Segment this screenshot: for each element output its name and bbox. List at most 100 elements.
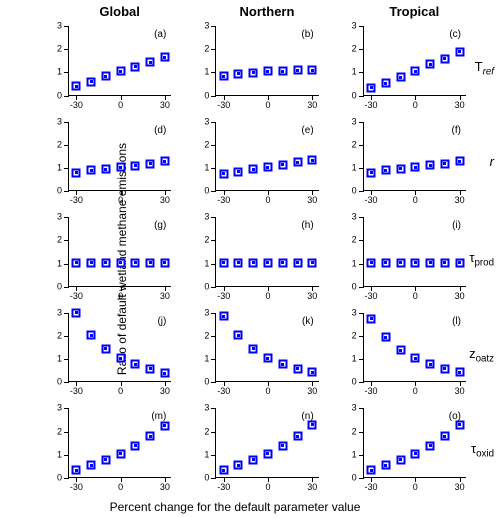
- data-marker: [101, 72, 110, 81]
- y-tick: [359, 264, 364, 265]
- x-tick-label: 30: [160, 483, 170, 492]
- y-tick-label: 0: [352, 91, 357, 100]
- data-marker-center: [458, 371, 461, 374]
- data-marker: [160, 421, 169, 430]
- data-marker-center: [252, 261, 255, 264]
- y-tick: [359, 359, 364, 360]
- data-marker: [411, 354, 420, 363]
- data-marker: [146, 364, 155, 373]
- data-marker: [160, 53, 169, 62]
- y-tick-label: 0: [57, 378, 62, 387]
- data-marker: [72, 168, 81, 177]
- data-marker: [411, 67, 420, 76]
- x-tick-label: 30: [307, 387, 317, 396]
- data-marker-center: [149, 367, 152, 370]
- data-marker: [219, 466, 228, 475]
- data-marker-center: [296, 161, 299, 164]
- y-tick: [359, 408, 364, 409]
- x-tick-label: -30: [217, 483, 230, 492]
- y-tick-label: 3: [57, 404, 62, 413]
- y-tick: [64, 168, 69, 169]
- y-tick: [211, 455, 216, 456]
- data-marker-center: [222, 75, 225, 78]
- data-marker: [293, 66, 302, 75]
- data-marker-center: [149, 261, 152, 264]
- data-marker: [131, 161, 140, 170]
- y-tick-label: 2: [204, 140, 209, 149]
- x-tick-label: 30: [307, 483, 317, 492]
- data-marker-center: [237, 170, 240, 173]
- data-marker-center: [222, 315, 225, 318]
- axes: 0123-30030(g): [68, 217, 171, 287]
- data-marker: [87, 258, 96, 267]
- x-tick-label: -30: [365, 196, 378, 205]
- data-marker: [455, 368, 464, 377]
- data-marker: [131, 360, 140, 369]
- y-tick: [211, 26, 216, 27]
- data-marker: [440, 258, 449, 267]
- data-marker-center: [90, 334, 93, 337]
- row-label: Tref: [475, 59, 494, 78]
- y-tick-label: 2: [57, 331, 62, 340]
- data-marker-center: [163, 372, 166, 375]
- y-tick-label: 2: [204, 427, 209, 436]
- y-tick-label: 1: [204, 450, 209, 459]
- x-tick-label: 30: [160, 387, 170, 396]
- y-tick-label: 2: [352, 427, 357, 436]
- data-marker: [367, 258, 376, 267]
- y-tick-label: 1: [57, 259, 62, 268]
- data-marker-center: [252, 168, 255, 171]
- panel: 0123-30030(b): [187, 22, 322, 112]
- panel: 0123-30030(l): [335, 309, 470, 399]
- x-tick-label: 0: [265, 483, 270, 492]
- axes: 0123-30030(i): [363, 217, 466, 287]
- data-marker: [278, 160, 287, 169]
- y-tick-label: 1: [204, 355, 209, 364]
- y-tick: [211, 72, 216, 73]
- data-marker-center: [281, 363, 284, 366]
- data-marker-center: [90, 169, 93, 172]
- x-tick-label: 30: [455, 387, 465, 396]
- row-label: τoxid: [471, 441, 494, 460]
- x-tick-label: 0: [265, 196, 270, 205]
- panel-tag: (m): [151, 411, 166, 422]
- data-marker: [367, 466, 376, 475]
- data-marker-center: [119, 261, 122, 264]
- x-tick-label: -30: [70, 101, 83, 110]
- data-marker-center: [296, 261, 299, 264]
- data-marker-center: [429, 444, 432, 447]
- data-marker-center: [222, 469, 225, 472]
- y-tick: [64, 191, 69, 192]
- y-tick: [359, 96, 364, 97]
- x-tick-label: 30: [307, 101, 317, 110]
- column-header: Tropical: [374, 4, 454, 19]
- panel: 0123-30030(a): [40, 22, 175, 112]
- column-header: Northern: [227, 4, 307, 19]
- data-marker: [131, 62, 140, 71]
- x-tick-label: 30: [307, 196, 317, 205]
- panel-tag: (b): [301, 29, 313, 40]
- y-tick: [211, 264, 216, 265]
- data-marker-center: [311, 371, 314, 374]
- data-marker: [219, 312, 228, 321]
- row-label: τprod: [469, 250, 494, 269]
- y-tick: [211, 217, 216, 218]
- data-marker-center: [443, 162, 446, 165]
- data-marker: [72, 308, 81, 317]
- data-marker-center: [311, 261, 314, 264]
- y-tick-label: 1: [57, 355, 62, 364]
- y-tick-label: 0: [204, 187, 209, 196]
- x-tick-label: 0: [413, 387, 418, 396]
- axes: 0123-30030(d): [68, 122, 171, 192]
- data-marker-center: [119, 70, 122, 73]
- data-marker: [293, 158, 302, 167]
- data-marker: [293, 258, 302, 267]
- data-marker-center: [222, 172, 225, 175]
- y-tick: [64, 336, 69, 337]
- y-tick: [359, 240, 364, 241]
- panel-tag: (f): [452, 125, 461, 136]
- y-tick: [211, 96, 216, 97]
- data-marker: [455, 157, 464, 166]
- data-marker: [116, 163, 125, 172]
- data-marker: [101, 258, 110, 267]
